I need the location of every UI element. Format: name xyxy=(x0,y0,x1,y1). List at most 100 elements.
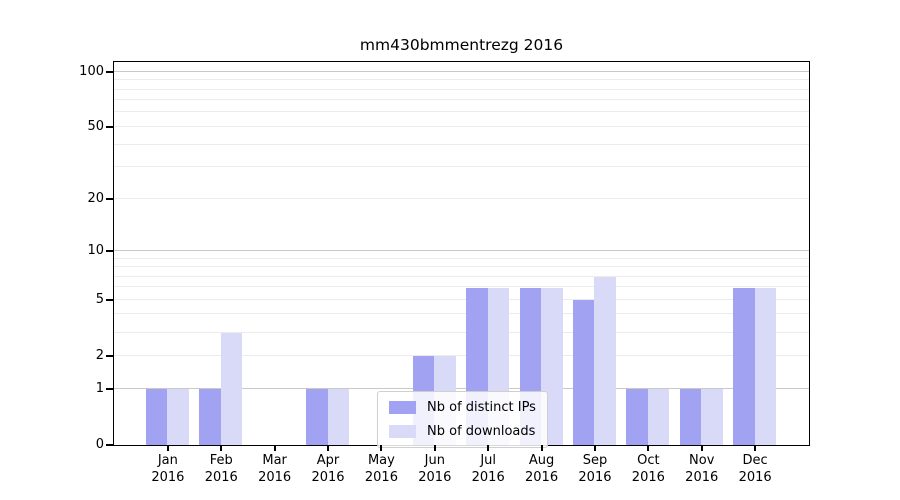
x-tick-year: 2016 xyxy=(631,470,665,485)
bar-nb-of-downloads xyxy=(647,389,670,445)
legend-label-downloads: Nb of downloads xyxy=(427,424,536,439)
x-tick-month: Oct xyxy=(637,453,660,468)
minor-gridline xyxy=(114,111,809,113)
bar-nb-of-distinct-ips xyxy=(199,389,221,445)
legend-swatch-downloads xyxy=(389,425,416,438)
x-axis-tick-label: Apr 2016 xyxy=(296,452,360,486)
x-tick-year: 2016 xyxy=(578,470,612,485)
bar-nb-of-distinct-ips xyxy=(145,389,168,445)
x-axis-tick-label: Sep 2016 xyxy=(563,452,627,486)
bar-nb-of-distinct-ips xyxy=(733,287,755,445)
bar-nb-of-downloads xyxy=(594,277,616,445)
y-axis-tick-label: 10 xyxy=(87,242,104,258)
bar-nb-of-distinct-ips xyxy=(679,389,702,445)
legend: Nb of distinct IPs Nb of downloads xyxy=(377,391,548,448)
x-axis-tick-label: Jun 2016 xyxy=(403,452,467,486)
minor-gridline xyxy=(114,166,809,168)
bar-nb-of-distinct-ips xyxy=(626,389,648,445)
x-tick-month: Jul xyxy=(480,453,497,468)
bar-nb-of-downloads xyxy=(220,333,243,445)
y-axis-tick xyxy=(106,70,113,73)
minor-gridline xyxy=(114,298,809,300)
x-axis-tick-label: Nov 2016 xyxy=(670,452,734,486)
x-axis-tick xyxy=(487,445,490,451)
minor-gridline xyxy=(114,354,809,356)
x-tick-month: Feb xyxy=(209,453,233,468)
y-axis-tick xyxy=(106,298,113,301)
minor-gridline xyxy=(114,275,809,277)
chart-title: mm430bmmentrezg 2016 xyxy=(359,36,564,54)
x-tick-month: Jun xyxy=(424,453,445,468)
x-tick-year: 2016 xyxy=(418,470,452,485)
x-tick-year: 2016 xyxy=(151,470,185,485)
x-tick-month: May xyxy=(367,453,395,468)
minor-gridline xyxy=(114,313,809,315)
x-axis-tick xyxy=(754,445,757,451)
bar-nb-of-downloads xyxy=(167,389,189,445)
x-tick-month: Sep xyxy=(582,453,608,468)
x-axis-tick xyxy=(380,445,383,451)
y-axis-tick xyxy=(106,197,113,200)
legend-entry-distinct-ips: Nb of distinct IPs xyxy=(389,400,536,415)
y-axis-tick xyxy=(106,125,113,128)
bar-nb-of-distinct-ips xyxy=(306,389,328,445)
x-axis-tick-label: Jul 2016 xyxy=(456,452,520,486)
x-tick-month: Apr xyxy=(316,453,340,468)
y-axis-tick-label: 2 xyxy=(95,347,104,363)
bar-nb-of-downloads xyxy=(701,389,723,445)
major-gridline xyxy=(114,249,809,251)
minor-gridline xyxy=(114,79,809,81)
x-tick-year: 2016 xyxy=(258,470,292,485)
bar-nb-of-downloads xyxy=(754,287,777,445)
bar-nb-of-downloads xyxy=(327,389,350,445)
x-tick-year: 2016 xyxy=(311,470,345,485)
x-axis-tick xyxy=(593,445,596,451)
x-axis-tick xyxy=(273,445,276,451)
minor-gridline xyxy=(114,125,809,127)
minor-gridline xyxy=(114,331,809,333)
x-axis-tick-label: Feb 2016 xyxy=(189,452,253,486)
y-axis-tick-label: 1 xyxy=(95,380,104,396)
y-axis-tick xyxy=(106,354,113,357)
y-axis-tick xyxy=(106,443,113,446)
x-tick-year: 2016 xyxy=(204,470,238,485)
x-axis-tick xyxy=(166,445,169,451)
x-tick-year: 2016 xyxy=(525,470,559,485)
x-axis-tick-label: May 2016 xyxy=(349,452,413,486)
x-tick-year: 2016 xyxy=(471,470,505,485)
legend-entry-downloads: Nb of downloads xyxy=(389,424,536,439)
x-tick-year: 2016 xyxy=(685,470,719,485)
plot-area: Nb of distinct IPs Nb of downloads xyxy=(113,61,810,448)
x-axis-tick xyxy=(700,445,703,451)
legend-label-distinct-ips: Nb of distinct IPs xyxy=(427,400,536,415)
x-axis-tick-label: Dec 2016 xyxy=(723,452,787,486)
x-tick-month: Jan xyxy=(157,453,178,468)
x-axis-tick-label: Oct 2016 xyxy=(616,452,680,486)
x-axis-tick xyxy=(327,445,330,451)
minor-gridline xyxy=(114,257,809,259)
x-tick-month: Aug xyxy=(528,453,555,468)
x-axis-tick-label: Aug 2016 xyxy=(510,452,574,486)
x-tick-year: 2016 xyxy=(364,470,398,485)
minor-gridline xyxy=(114,266,809,267)
x-axis-tick-label: Jan 2016 xyxy=(136,452,200,486)
y-axis-tick-label: 50 xyxy=(87,118,104,134)
minor-gridline xyxy=(114,286,809,288)
legend-swatch-distinct-ips xyxy=(389,401,416,414)
x-tick-month: Nov xyxy=(689,453,715,468)
minor-gridline xyxy=(114,99,809,101)
x-tick-month: Dec xyxy=(742,453,768,468)
bar-nb-of-distinct-ips xyxy=(572,300,595,445)
minor-gridline xyxy=(114,197,809,199)
x-tick-month: Mar xyxy=(262,453,287,468)
y-axis-tick-label: 100 xyxy=(79,63,104,79)
major-gridline xyxy=(114,70,809,72)
y-axis-tick xyxy=(106,249,113,252)
x-axis-tick xyxy=(540,445,543,451)
x-axis-tick xyxy=(433,445,436,451)
y-axis-tick-label: 20 xyxy=(87,190,104,206)
x-axis-tick xyxy=(220,445,223,451)
y-axis-tick xyxy=(106,387,113,390)
y-axis-tick-label: 0 xyxy=(95,436,104,452)
